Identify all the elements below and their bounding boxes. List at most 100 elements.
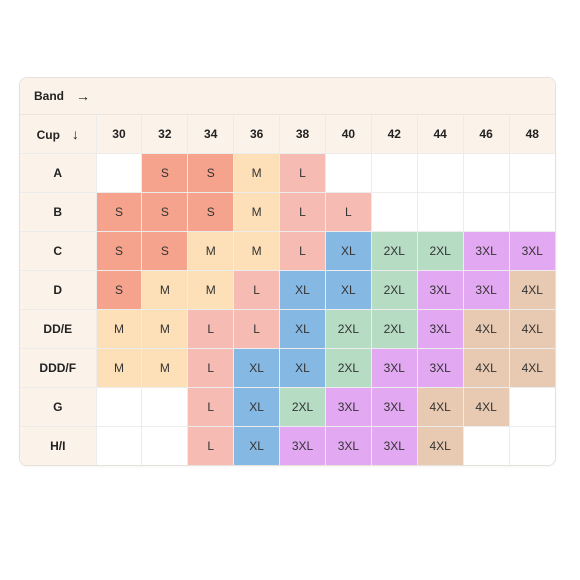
size-cell: 3XL [324,387,372,427]
size-cell: M [233,153,281,193]
size-cell: XL [324,270,372,310]
cup-label-b: B [20,192,97,232]
size-cell: M [233,192,281,232]
size-cell: L [324,192,372,232]
size-cell: 4XL [508,270,555,310]
size-cell: S [95,231,143,271]
arrow-right-icon: → [76,88,90,104]
band-header-48: 48 [508,115,555,154]
size-cell: M [141,348,189,388]
size-cell: 4XL [508,309,555,349]
size-cell: 4XL [462,348,510,388]
size-cell: L [187,387,235,427]
band-header-42: 42 [370,115,418,154]
size-cell: 4XL [416,387,464,427]
size-cell: M [187,231,235,271]
size-cell: 3XL [416,348,464,388]
size-grid: Cup ↓ 30 32 34 36 38 40 42 44 46 48 A S S M L B S S S M L L C S S M… [20,115,555,465]
size-cell: M [141,309,189,349]
size-cell: L [187,426,235,465]
size-cell: M [141,270,189,310]
size-cell: 3XL [416,309,464,349]
table-row: H/I L XL 3XL 3XL 3XL 4XL [20,426,555,465]
size-cell: 3XL [370,348,418,388]
size-cell: 2XL [324,348,372,388]
band-header-38: 38 [279,115,326,154]
cup-label-g: G [20,387,97,427]
size-cell: M [95,309,143,349]
size-cell [95,387,143,427]
size-cell: 3XL [279,426,326,465]
band-label: Band [34,89,64,103]
size-cell: 2XL [370,270,418,310]
band-header-30: 30 [95,115,143,154]
size-cell: L [279,231,326,271]
size-cell: 2XL [416,231,464,271]
size-cell [141,387,189,427]
cup-label-c: C [20,231,97,271]
size-cell: 2XL [370,231,418,271]
size-cell: S [141,231,189,271]
band-header-40: 40 [324,115,372,154]
cup-label: Cup [36,128,60,142]
size-cell [370,192,418,232]
size-cell: S [141,192,189,232]
cup-label-h-i: H/I [20,426,97,465]
size-cell: S [141,153,189,193]
band-header-row: Cup ↓ 30 32 34 36 38 40 42 44 46 48 [20,115,555,154]
table-row: D S M M L XL XL 2XL 3XL 3XL 4XL [20,270,555,310]
size-cell: XL [279,309,326,349]
size-cell [416,192,464,232]
cup-label-a: A [20,153,97,193]
table-row: DD/E M M L L XL 2XL 2XL 3XL 4XL 4XL [20,309,555,349]
size-cell [324,153,372,193]
size-cell: XL [324,231,372,271]
cup-label-d: D [20,270,97,310]
cup-label-dd-e: DD/E [20,309,97,349]
band-axis-header: Band → [20,78,555,115]
band-header-32: 32 [141,115,189,154]
size-cell [462,426,510,465]
band-header-34: 34 [187,115,235,154]
size-cell: 2XL [324,309,372,349]
size-chart: Band → Cup ↓ 30 32 34 36 38 40 42 44 46 48 A S S M L B S S S… [19,77,556,466]
size-cell: XL [279,270,326,310]
size-cell: 4XL [462,387,510,427]
size-cell: 3XL [508,231,555,271]
size-cell: 3XL [462,270,510,310]
size-cell: 3XL [370,426,418,465]
size-cell: 3XL [462,231,510,271]
size-cell: XL [233,426,281,465]
size-cell: S [187,153,235,193]
size-cell [462,192,510,232]
size-cell [370,153,418,193]
size-cell: L [187,348,235,388]
size-cell [508,426,555,465]
arrow-down-icon: ↓ [71,126,79,142]
size-cell: 2XL [370,309,418,349]
size-cell: S [95,270,143,310]
size-cell: L [233,270,281,310]
size-cell: M [233,231,281,271]
size-cell: 3XL [370,387,418,427]
cup-axis-header: Cup ↓ [20,115,97,154]
size-cell: 3XL [416,270,464,310]
size-cell [95,153,143,193]
table-row: G L XL 2XL 3XL 3XL 4XL 4XL [20,387,555,427]
size-cell [416,153,464,193]
size-cell: 2XL [279,387,326,427]
size-cell: S [95,192,143,232]
size-cell: L [279,192,326,232]
size-cell: 4XL [508,348,555,388]
size-cell: XL [233,348,281,388]
size-cell: XL [233,387,281,427]
size-cell [508,153,555,193]
band-header-44: 44 [416,115,464,154]
size-cell: XL [279,348,326,388]
size-cell: 4XL [416,426,464,465]
size-cell [508,387,555,427]
size-cell [95,426,143,465]
size-cell [141,426,189,465]
